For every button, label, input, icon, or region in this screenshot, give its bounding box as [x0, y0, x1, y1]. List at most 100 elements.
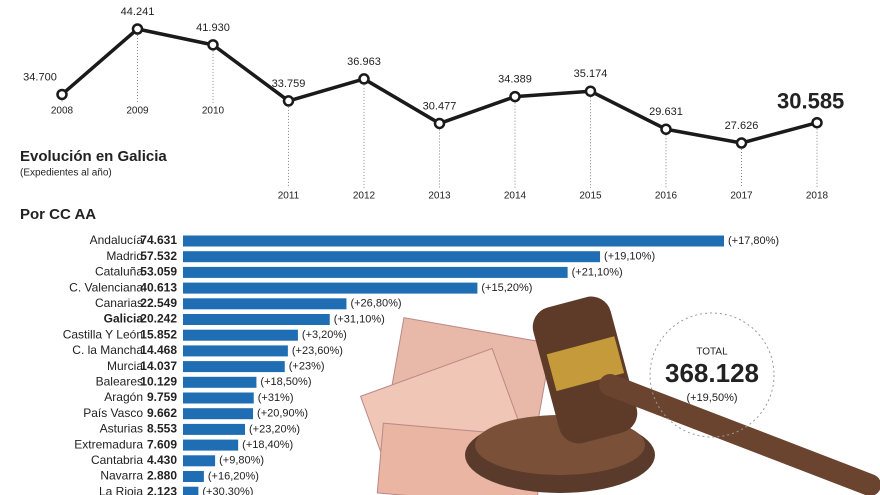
- x-tick-label: 2018: [806, 191, 829, 202]
- point: [509, 90, 521, 103]
- bar: [183, 392, 254, 404]
- value-label: 15.852: [140, 327, 177, 341]
- bar: [183, 314, 330, 325]
- point: [811, 116, 823, 129]
- value-label: 9.759: [147, 390, 177, 404]
- bar: [183, 235, 724, 247]
- change-label: (+20,90%): [257, 408, 308, 420]
- change-label: (+21,10%): [572, 266, 623, 278]
- value-label: 34.700: [23, 71, 57, 83]
- bar: [183, 329, 298, 341]
- value-label: 4.430: [147, 453, 177, 467]
- bar: [183, 282, 478, 294]
- change-label: (+30,30%): [202, 486, 253, 495]
- change-label: (+23,60%): [292, 345, 343, 357]
- x-tick-label: 2015: [579, 191, 602, 202]
- change-label: (+9,80%): [219, 455, 264, 467]
- change-label: (+23,20%): [249, 423, 300, 435]
- x-tick-label: 2017: [730, 191, 753, 202]
- bar: [183, 486, 199, 495]
- category-label: Galicia: [104, 312, 144, 326]
- category-label: Madrid: [106, 249, 143, 263]
- value-label: 34.389: [498, 74, 532, 86]
- point: [433, 117, 446, 130]
- value-label: 14.037: [140, 359, 177, 373]
- bar: [183, 298, 347, 310]
- x-tick-label: 2016: [655, 191, 678, 202]
- bar: [183, 423, 246, 435]
- point: [358, 73, 370, 85]
- x-tick-label: 2009: [126, 106, 149, 117]
- value-label: 2.880: [147, 469, 177, 483]
- category-label: Murcia: [107, 359, 143, 373]
- bar: [183, 251, 601, 263]
- value-label: 10.129: [140, 374, 177, 388]
- point: [660, 123, 672, 135]
- change-label: (+19,10%): [604, 251, 655, 263]
- change-label: (+18,40%): [242, 439, 293, 451]
- gavel-handle: [599, 374, 880, 495]
- value-label: 30.477: [423, 100, 457, 112]
- value-label: 27.626: [725, 120, 759, 132]
- value-label: 35.174: [574, 68, 608, 80]
- category-label: Aragón: [104, 390, 143, 404]
- bar: [183, 361, 285, 373]
- line-subtitle: (Expedientes al año): [20, 168, 112, 179]
- change-label: (+16,20%): [208, 470, 259, 482]
- category-label: Baleares: [96, 374, 143, 388]
- category-label: Cataluña: [95, 265, 143, 279]
- bar-title: Por CC AA: [20, 206, 96, 223]
- change-label: (+23%): [289, 361, 325, 373]
- x-tick-label: 2010: [202, 106, 225, 117]
- value-label: 44.241: [121, 6, 155, 18]
- category-label: C. Valenciana: [69, 280, 143, 294]
- change-label: (+3,20%): [302, 329, 347, 341]
- x-tick-label: 2014: [504, 191, 527, 202]
- value-label: 9.662: [147, 406, 177, 420]
- value-label: 40.613: [140, 280, 177, 294]
- category-label: Asturias: [100, 422, 143, 436]
- point: [56, 88, 68, 101]
- bar: [183, 266, 568, 278]
- value-label: 74.631: [140, 233, 177, 247]
- change-label: (+31,10%): [334, 313, 385, 325]
- x-tick-label: 2008: [51, 106, 74, 117]
- bar: [183, 408, 254, 420]
- category-label: País Vasco: [83, 406, 143, 420]
- point: [584, 85, 597, 97]
- line-title: Evolución en Galicia: [20, 148, 167, 165]
- change-label: (+18,50%): [260, 376, 311, 388]
- value-label: 29.631: [649, 106, 683, 118]
- category-label: Navarra: [100, 469, 143, 483]
- x-tick-label: 2012: [353, 191, 376, 202]
- value-label: 14.468: [140, 343, 177, 357]
- category-label: La Rioja: [99, 484, 143, 495]
- change-label: (+15,20%): [481, 282, 532, 294]
- value-label: 8.553: [147, 422, 177, 436]
- value-label: 33.759: [272, 78, 306, 90]
- category-label: Canarias: [95, 296, 143, 310]
- change-label: (+26,80%): [350, 298, 401, 310]
- value-label: 22.549: [140, 296, 177, 310]
- bar: [183, 455, 216, 467]
- value-label: 36.963: [347, 56, 381, 68]
- value-label: 41.930: [196, 22, 230, 34]
- category-label: C. la Mancha: [72, 343, 143, 357]
- point: [282, 95, 295, 107]
- value-label: 2.123: [147, 484, 177, 495]
- value-label: 7.609: [147, 437, 177, 451]
- total-label: TOTAL: [696, 347, 728, 358]
- category-label: Andalucía: [90, 233, 144, 247]
- change-label: (+17,80%): [728, 235, 779, 247]
- total-change: (+19,50%): [686, 392, 737, 404]
- category-label: Extremadura: [74, 437, 143, 451]
- x-tick-label: 2011: [278, 191, 300, 202]
- value-label: 53.059: [140, 265, 177, 279]
- bar: [183, 345, 288, 357]
- value-label: 20.242: [140, 312, 177, 326]
- value-label: 30.585: [777, 89, 844, 114]
- total-circle: [649, 312, 775, 438]
- decoration: [359, 296, 880, 495]
- category-label: Cantabria: [91, 453, 143, 467]
